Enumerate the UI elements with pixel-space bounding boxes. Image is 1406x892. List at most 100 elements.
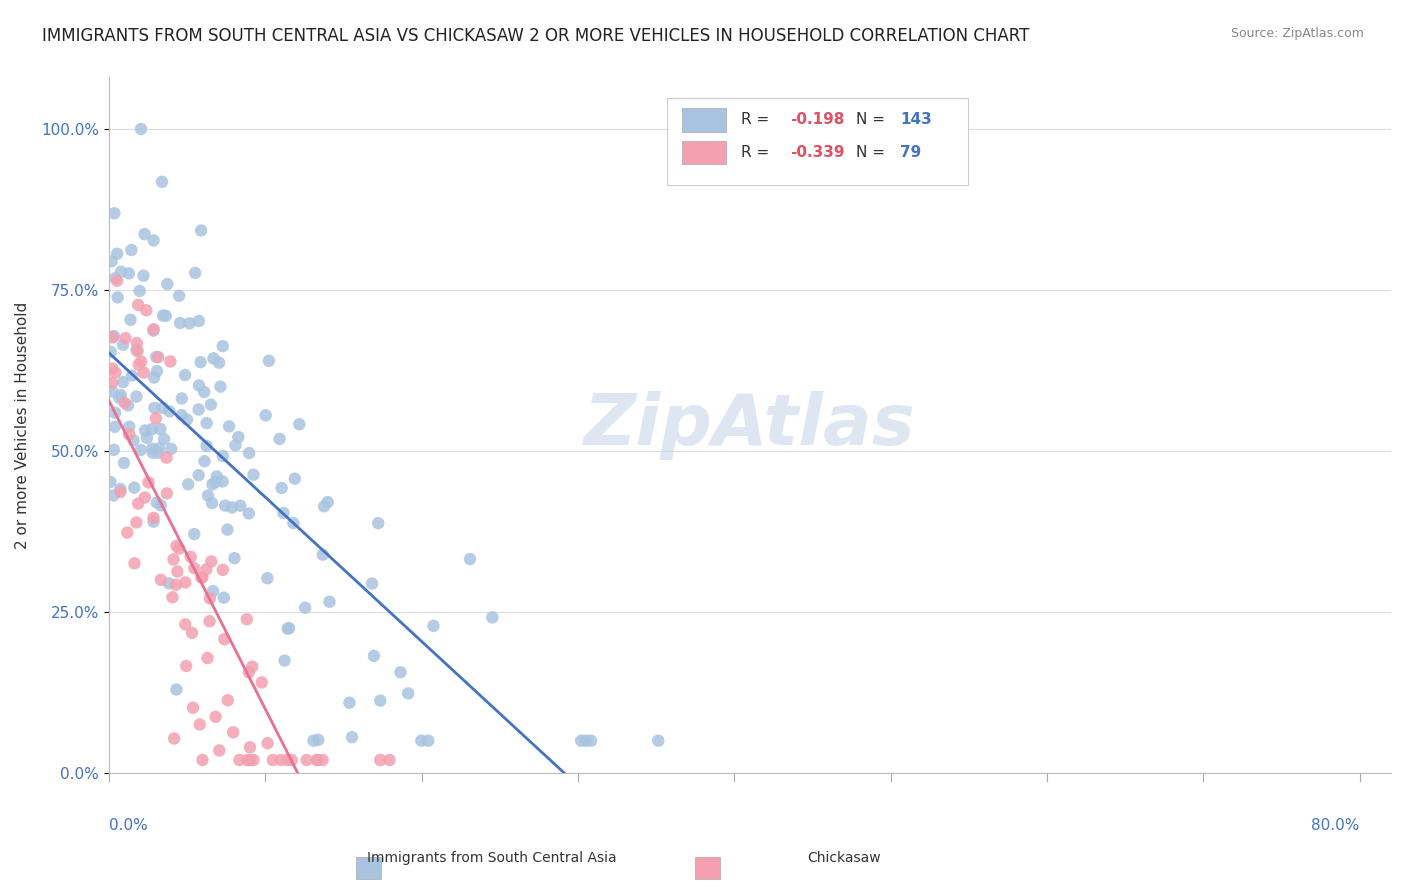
- Point: [160, 442, 183, 456]
- Point: [195, 562, 218, 576]
- Point: [128, 284, 150, 298]
- Point: [305, 753, 328, 767]
- FancyBboxPatch shape: [682, 108, 725, 132]
- Text: 79: 79: [900, 145, 921, 160]
- Point: [110, 485, 132, 500]
- Point: [238, 665, 260, 680]
- Point: [163, 731, 186, 746]
- Point: [142, 511, 165, 525]
- Point: [269, 753, 291, 767]
- Point: [190, 355, 212, 369]
- Point: [176, 412, 198, 426]
- Point: [110, 265, 132, 279]
- Point: [242, 467, 264, 482]
- Point: [378, 753, 401, 767]
- Point: [363, 648, 385, 663]
- Point: [127, 497, 149, 511]
- Point: [575, 733, 598, 747]
- Point: [187, 468, 209, 483]
- Point: [236, 612, 259, 626]
- Point: [193, 384, 215, 399]
- Point: [318, 595, 340, 609]
- Point: [197, 489, 219, 503]
- Point: [146, 364, 169, 378]
- Point: [141, 442, 163, 456]
- Point: [188, 378, 211, 392]
- Point: [125, 516, 148, 530]
- Point: [283, 516, 305, 530]
- Point: [181, 700, 204, 714]
- Point: [142, 515, 165, 529]
- Point: [302, 733, 325, 747]
- Point: [165, 539, 187, 553]
- Point: [195, 439, 218, 453]
- Point: [339, 696, 361, 710]
- Point: [135, 431, 157, 445]
- Point: [138, 475, 160, 490]
- Point: [239, 753, 262, 767]
- Text: R =: R =: [741, 145, 775, 160]
- Point: [150, 175, 173, 189]
- Point: [157, 576, 180, 591]
- Point: [224, 438, 246, 452]
- Point: [262, 753, 284, 767]
- Point: [284, 472, 307, 486]
- Point: [101, 361, 124, 376]
- Point: [228, 753, 250, 767]
- Point: [340, 730, 363, 744]
- Point: [250, 675, 273, 690]
- Point: [108, 391, 131, 405]
- Point: [142, 324, 165, 338]
- Point: [103, 206, 125, 220]
- Point: [124, 481, 146, 495]
- Point: [114, 396, 136, 410]
- Point: [127, 298, 149, 312]
- Point: [125, 343, 148, 357]
- Point: [174, 575, 197, 590]
- Point: [312, 548, 335, 562]
- Text: Immigrants from South Central Asia: Immigrants from South Central Asia: [367, 851, 617, 865]
- Point: [212, 449, 235, 463]
- Point: [256, 736, 278, 750]
- Point: [288, 417, 311, 432]
- Point: [458, 552, 481, 566]
- Point: [181, 625, 204, 640]
- Point: [183, 561, 205, 575]
- Point: [142, 234, 165, 248]
- Bar: [356, 857, 381, 879]
- Point: [198, 614, 221, 628]
- Point: [100, 345, 122, 359]
- Point: [145, 411, 167, 425]
- Point: [107, 290, 129, 304]
- Point: [389, 665, 412, 680]
- Point: [277, 622, 299, 636]
- Point: [162, 552, 184, 566]
- Point: [159, 354, 181, 368]
- Point: [127, 344, 149, 359]
- Point: [294, 600, 316, 615]
- Point: [222, 725, 245, 739]
- Point: [148, 442, 170, 456]
- Point: [217, 523, 239, 537]
- Point: [180, 549, 202, 564]
- Point: [152, 401, 174, 415]
- Point: [162, 591, 184, 605]
- Point: [481, 610, 503, 624]
- Point: [242, 753, 264, 767]
- Point: [118, 267, 141, 281]
- Point: [174, 659, 197, 673]
- Point: [211, 475, 233, 489]
- Point: [142, 322, 165, 336]
- Point: [229, 499, 252, 513]
- Point: [120, 243, 142, 257]
- Point: [202, 351, 225, 366]
- Point: [156, 486, 179, 500]
- Point: [141, 422, 163, 436]
- Point: [314, 500, 336, 514]
- Text: -0.339: -0.339: [790, 145, 844, 160]
- Point: [134, 227, 156, 241]
- Point: [569, 733, 592, 747]
- Point: [153, 432, 176, 446]
- Point: [112, 456, 135, 470]
- Point: [257, 353, 280, 368]
